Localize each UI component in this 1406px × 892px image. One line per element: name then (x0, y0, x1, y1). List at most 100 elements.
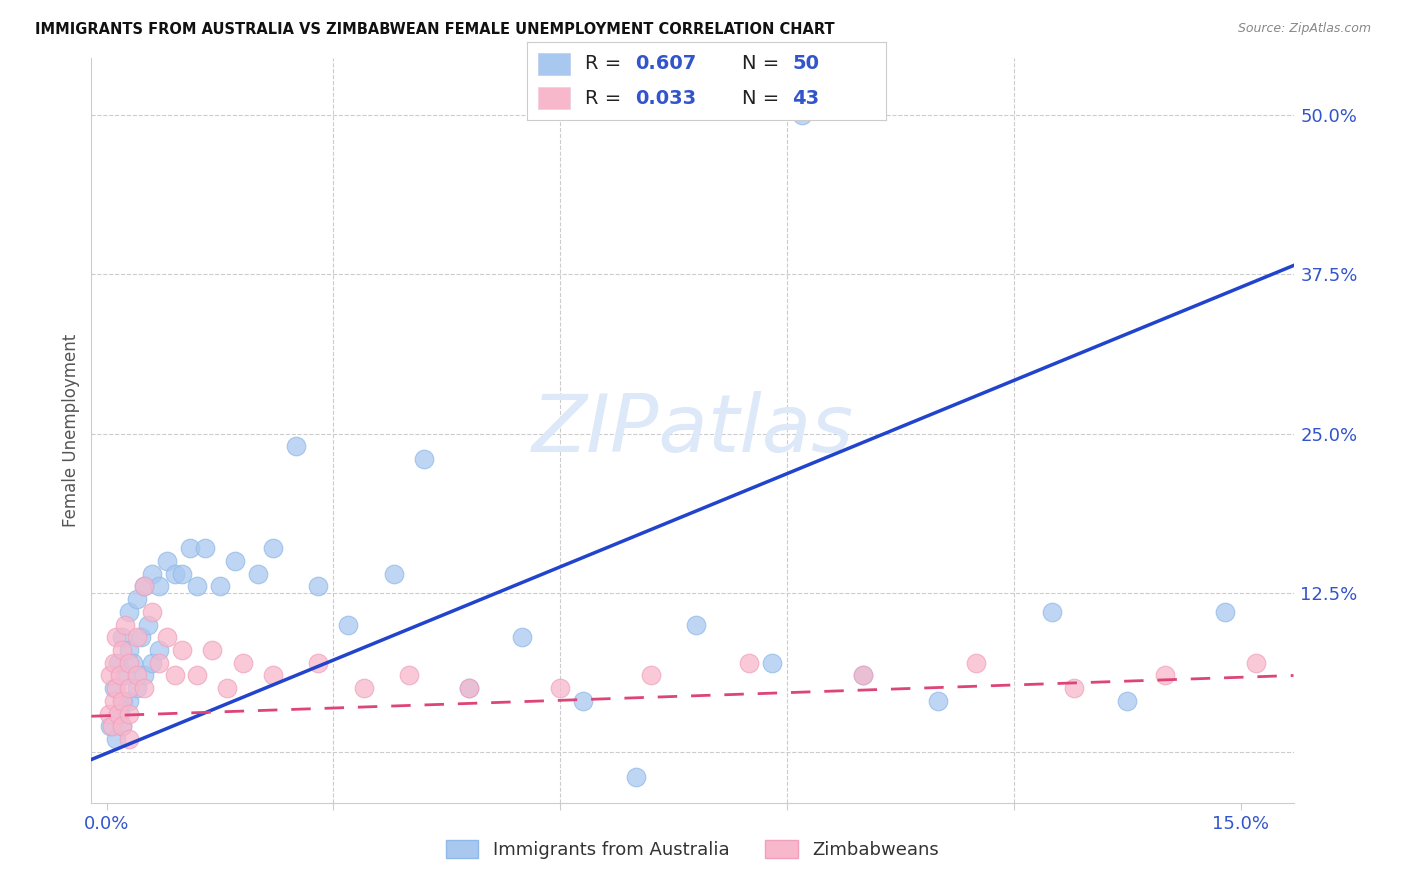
Point (118, 643, 141, 657)
Point (125, 592, 148, 607)
Point (172, 643, 194, 657)
Point (118, 656, 141, 670)
Point (108, 706, 131, 721)
Point (179, 541, 201, 556)
Point (104, 681, 127, 696)
Point (186, 668, 208, 682)
Point (98, 719, 121, 733)
Point (548, 681, 571, 696)
Point (208, 579, 231, 593)
Point (262, 668, 284, 682)
Point (1063, 681, 1085, 696)
Point (413, 452, 436, 467)
Point (108, 668, 131, 682)
Point (98, 668, 121, 682)
Point (1244, 656, 1267, 670)
Legend: Immigrants from Australia, Zimbabweans: Immigrants from Australia, Zimbabweans (437, 830, 948, 868)
Point (163, 566, 186, 581)
Point (118, 706, 141, 721)
Text: Source: ZipAtlas.com: Source: ZipAtlas.com (1237, 22, 1371, 36)
Text: 0.033: 0.033 (636, 89, 696, 108)
Point (148, 643, 170, 657)
Point (114, 668, 136, 682)
Point (761, 656, 783, 670)
Point (186, 579, 208, 593)
Point (141, 605, 163, 619)
Point (134, 681, 156, 696)
Text: 43: 43 (793, 89, 820, 108)
Point (118, 605, 141, 619)
Point (136, 617, 159, 632)
Point (262, 541, 284, 556)
Point (1116, 694, 1139, 708)
Point (118, 694, 141, 708)
Point (851, 668, 873, 682)
Point (307, 579, 329, 593)
Point (1154, 668, 1177, 682)
Point (118, 732, 141, 747)
Text: ZIPatlas: ZIPatlas (531, 392, 853, 469)
Point (156, 630, 179, 644)
Text: N =: N = (742, 54, 786, 72)
Point (114, 617, 136, 632)
Point (284, 439, 307, 453)
Point (129, 630, 152, 644)
Text: R =: R = (585, 54, 627, 72)
Point (103, 656, 125, 670)
Point (353, 681, 375, 696)
Point (111, 719, 134, 733)
Point (111, 630, 134, 644)
Point (107, 706, 129, 721)
Point (103, 694, 125, 708)
Point (738, 656, 761, 670)
Point (458, 681, 481, 696)
Point (398, 668, 420, 682)
Point (1215, 605, 1237, 619)
Point (458, 681, 481, 696)
Point (125, 681, 148, 696)
Point (105, 630, 128, 644)
Point (194, 541, 217, 556)
Point (1040, 605, 1063, 619)
Point (163, 668, 186, 682)
Point (101, 719, 124, 733)
Point (201, 643, 224, 657)
Point (572, 694, 595, 708)
Point (851, 668, 873, 682)
Point (141, 656, 163, 670)
Point (965, 656, 987, 670)
Y-axis label: Female Unemployment: Female Unemployment (62, 334, 80, 527)
Point (122, 656, 145, 670)
Point (118, 681, 141, 696)
Point (640, 668, 662, 682)
Bar (538, 53, 571, 75)
Point (512, 630, 534, 644)
Point (125, 630, 148, 644)
Point (685, 617, 707, 632)
Point (111, 694, 134, 708)
Point (111, 643, 134, 657)
Point (246, 566, 269, 581)
Point (148, 656, 170, 670)
Point (125, 668, 148, 682)
Point (307, 656, 329, 670)
Point (337, 617, 360, 632)
Point (141, 566, 163, 581)
Point (107, 656, 129, 670)
Point (790, 108, 813, 122)
Point (112, 694, 135, 708)
Point (111, 719, 134, 733)
Text: R =: R = (585, 89, 627, 108)
Text: 50: 50 (793, 54, 820, 72)
Point (148, 579, 170, 593)
Point (134, 668, 156, 682)
Point (172, 566, 194, 581)
Point (103, 681, 125, 696)
Point (624, 770, 647, 784)
Point (217, 681, 239, 696)
Point (134, 579, 156, 593)
Text: N =: N = (742, 89, 786, 108)
Bar (538, 87, 571, 110)
Point (224, 554, 246, 568)
Point (232, 656, 254, 670)
